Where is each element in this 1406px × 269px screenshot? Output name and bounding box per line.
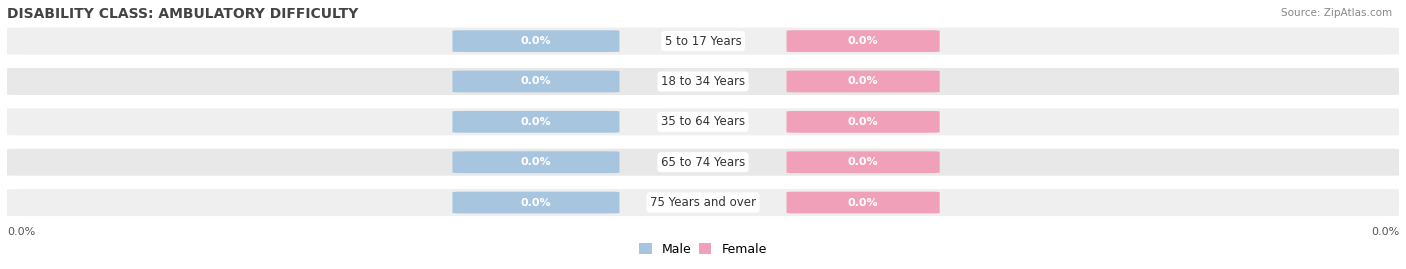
Text: 0.0%: 0.0%	[520, 157, 551, 167]
FancyBboxPatch shape	[786, 70, 939, 92]
Text: DISABILITY CLASS: AMBULATORY DIFFICULTY: DISABILITY CLASS: AMBULATORY DIFFICULTY	[7, 7, 359, 21]
FancyBboxPatch shape	[453, 30, 620, 52]
FancyBboxPatch shape	[7, 28, 1399, 55]
FancyBboxPatch shape	[7, 68, 1399, 95]
Legend: Male, Female: Male, Female	[634, 238, 772, 261]
Text: 0.0%: 0.0%	[7, 227, 35, 237]
Text: 18 to 34 Years: 18 to 34 Years	[661, 75, 745, 88]
FancyBboxPatch shape	[453, 192, 620, 214]
FancyBboxPatch shape	[786, 30, 939, 52]
FancyBboxPatch shape	[453, 111, 620, 133]
FancyBboxPatch shape	[7, 189, 1399, 216]
Text: 35 to 64 Years: 35 to 64 Years	[661, 115, 745, 128]
Text: 0.0%: 0.0%	[848, 36, 879, 46]
Text: 0.0%: 0.0%	[520, 76, 551, 86]
Text: 0.0%: 0.0%	[848, 157, 879, 167]
Text: 0.0%: 0.0%	[848, 117, 879, 127]
Text: 5 to 17 Years: 5 to 17 Years	[665, 35, 741, 48]
FancyBboxPatch shape	[786, 192, 939, 214]
Text: 65 to 74 Years: 65 to 74 Years	[661, 156, 745, 169]
FancyBboxPatch shape	[786, 111, 939, 133]
Text: 0.0%: 0.0%	[520, 117, 551, 127]
FancyBboxPatch shape	[453, 151, 620, 173]
Text: 0.0%: 0.0%	[1371, 227, 1399, 237]
Text: 75 Years and over: 75 Years and over	[650, 196, 756, 209]
Text: Source: ZipAtlas.com: Source: ZipAtlas.com	[1281, 8, 1392, 18]
FancyBboxPatch shape	[7, 108, 1399, 135]
Text: 0.0%: 0.0%	[848, 76, 879, 86]
FancyBboxPatch shape	[7, 149, 1399, 176]
FancyBboxPatch shape	[453, 70, 620, 92]
Text: 0.0%: 0.0%	[520, 36, 551, 46]
FancyBboxPatch shape	[786, 151, 939, 173]
Text: 0.0%: 0.0%	[520, 197, 551, 208]
Text: 0.0%: 0.0%	[848, 197, 879, 208]
